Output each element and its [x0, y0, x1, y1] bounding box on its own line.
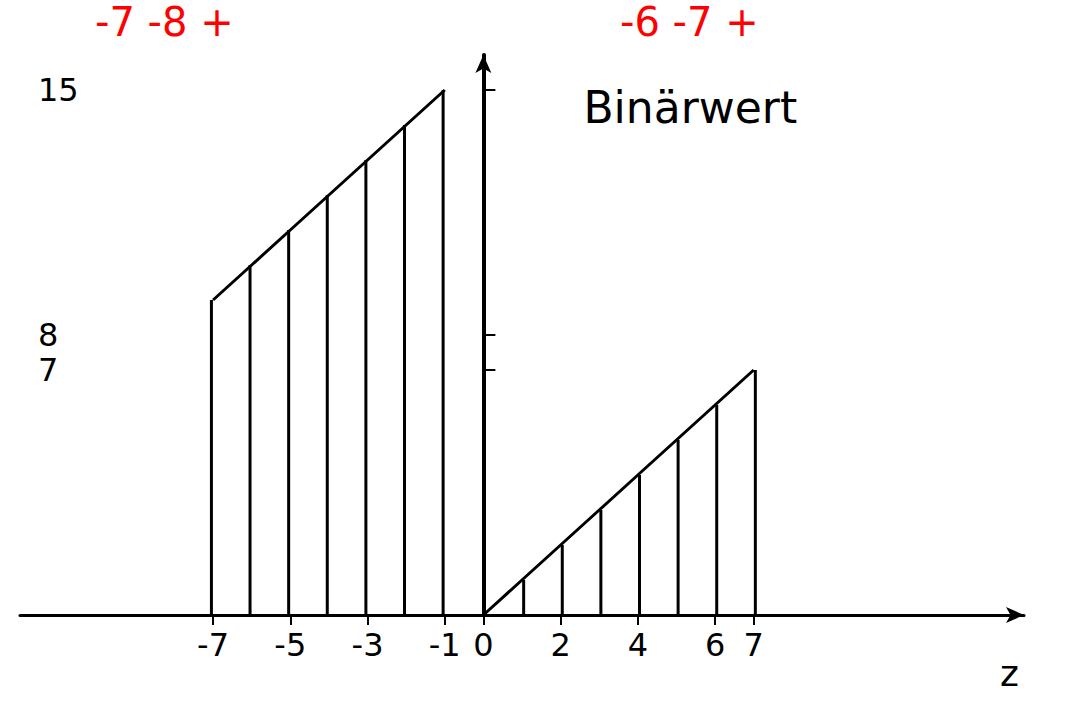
svg-text:7: 7	[744, 626, 764, 664]
svg-text:-7 -8 +: -7 -8 +	[95, 0, 234, 45]
svg-text:8: 8	[38, 316, 58, 354]
svg-text:-5: -5	[274, 626, 306, 664]
svg-text:Binärwert: Binärwert	[583, 82, 797, 133]
svg-text:7: 7	[38, 351, 58, 389]
svg-text:-1: -1	[429, 626, 461, 664]
svg-text:z: z	[1000, 653, 1019, 694]
svg-text:15: 15	[38, 71, 79, 109]
svg-text:-3: -3	[352, 626, 384, 664]
svg-text:0: 0	[473, 626, 493, 664]
svg-text:4: 4	[628, 626, 648, 664]
svg-text:-6 -7 +: -6 -7 +	[620, 0, 759, 45]
svg-text:6: 6	[705, 626, 725, 664]
svg-text:2: 2	[550, 626, 570, 664]
svg-text:-7: -7	[197, 626, 229, 664]
